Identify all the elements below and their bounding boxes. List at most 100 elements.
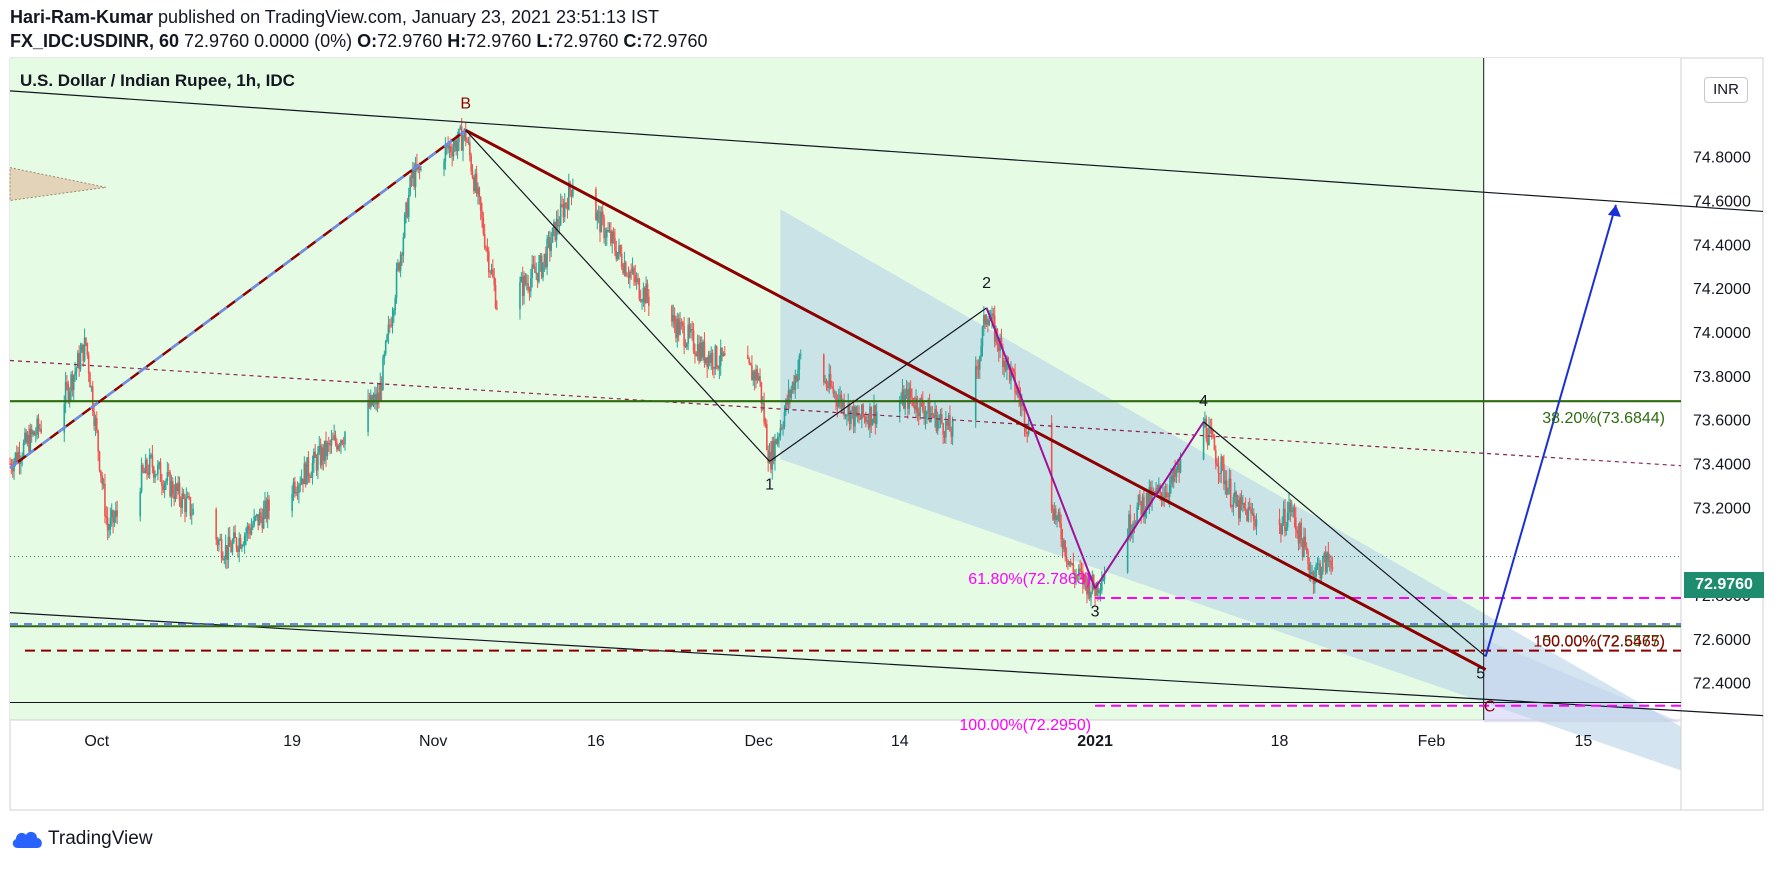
candle-body (333, 435, 335, 440)
candle-body (1286, 512, 1289, 528)
candle-body (163, 483, 166, 491)
candle-body (530, 277, 532, 292)
candle-body (722, 353, 725, 356)
candle-body (150, 454, 152, 456)
candle-body (752, 371, 755, 381)
candle-body (262, 508, 265, 529)
candle-body (142, 465, 144, 472)
candle-body (1316, 564, 1319, 566)
candle-body (148, 454, 151, 475)
candle-body (873, 405, 875, 420)
candle-body (714, 345, 717, 369)
lower-trendline (9, 611, 1764, 717)
candle-body (334, 435, 337, 443)
candle-body (572, 188, 574, 197)
candle-body (113, 517, 116, 523)
candle-body (1280, 525, 1282, 535)
x-tick-label: Dec (744, 733, 772, 750)
candle-body (216, 539, 219, 546)
candle-body (29, 428, 32, 452)
candle-body (1228, 478, 1231, 489)
candle-body (870, 406, 873, 426)
candle-body (376, 392, 379, 405)
candle-body (464, 129, 467, 141)
candle-body (798, 355, 801, 370)
candle-body (1233, 491, 1236, 498)
publish-date: published on TradingView.com, January 23… (153, 7, 660, 27)
candle-body (443, 161, 445, 170)
candle-body (1324, 552, 1327, 573)
cloud-icon (12, 831, 42, 848)
candle-body (325, 440, 327, 457)
candle-body (1221, 456, 1224, 464)
candle-body (188, 496, 190, 498)
candle-body (391, 316, 394, 327)
candle-body (1175, 470, 1178, 477)
candle-body (479, 196, 482, 211)
candle-body (1210, 427, 1213, 435)
candle-body (89, 373, 91, 388)
candle-body (1307, 550, 1309, 564)
candle-body (795, 375, 798, 382)
currency-badge[interactable]: INR (1704, 77, 1748, 103)
candle-body (984, 314, 987, 325)
candle-body (827, 386, 829, 388)
candle-body (1219, 473, 1221, 475)
candle-body (496, 307, 498, 310)
candle-body (318, 445, 321, 453)
candle-body (601, 211, 604, 218)
candle-body (17, 452, 19, 463)
candle-body (241, 545, 243, 549)
candle-body (341, 440, 344, 444)
candle-body (974, 366, 977, 420)
candle-body (1288, 502, 1290, 513)
candle-body (1090, 591, 1092, 598)
candle-body (700, 342, 703, 358)
candle-body (367, 399, 369, 432)
candle-body (851, 406, 854, 411)
tradingview-logo[interactable]: TradingView (10, 828, 153, 850)
candle-body (1061, 539, 1064, 549)
candle-body (1068, 561, 1071, 565)
candle-body (532, 264, 535, 267)
y-tick-label: 74.4000 (1693, 237, 1751, 254)
candle-body (140, 465, 143, 492)
candle-body (909, 388, 912, 397)
candle-body (1003, 360, 1005, 368)
candle-body (220, 539, 223, 559)
candle-body (398, 262, 401, 271)
candle-body (450, 146, 452, 153)
candle-body (862, 404, 864, 417)
candle-body (775, 439, 778, 445)
candle-body (988, 320, 991, 326)
candle-body (475, 173, 478, 194)
candle-body (1285, 527, 1288, 532)
candle-body (256, 514, 258, 517)
candle-body (1236, 500, 1239, 507)
fib-label-618: 61.80%(72.7863) (968, 571, 1091, 588)
candle-body (98, 451, 101, 471)
candle-body (1238, 500, 1240, 519)
candle-body (696, 344, 699, 356)
last-change: 72.9760 0.0000 (0%) (179, 31, 358, 51)
candle-body (600, 211, 603, 233)
candle-body (749, 363, 752, 366)
candle-body (922, 399, 924, 411)
candle-body (154, 474, 156, 478)
candle-body (403, 214, 406, 238)
candle-body (557, 218, 559, 227)
candle-body (1156, 487, 1159, 489)
candle-body (249, 530, 251, 535)
candle-body (79, 352, 82, 370)
candle-body (1149, 487, 1152, 504)
author-name[interactable]: Hari-Ram-Kumar (10, 7, 154, 27)
candle-body (520, 276, 523, 282)
wave-2-3 (985, 307, 1096, 589)
candle-body (549, 237, 551, 251)
candle-body (1231, 505, 1233, 508)
candle-body (924, 413, 927, 419)
candle-body (1069, 561, 1072, 565)
candle-body (799, 354, 802, 356)
candle-body (721, 347, 723, 356)
